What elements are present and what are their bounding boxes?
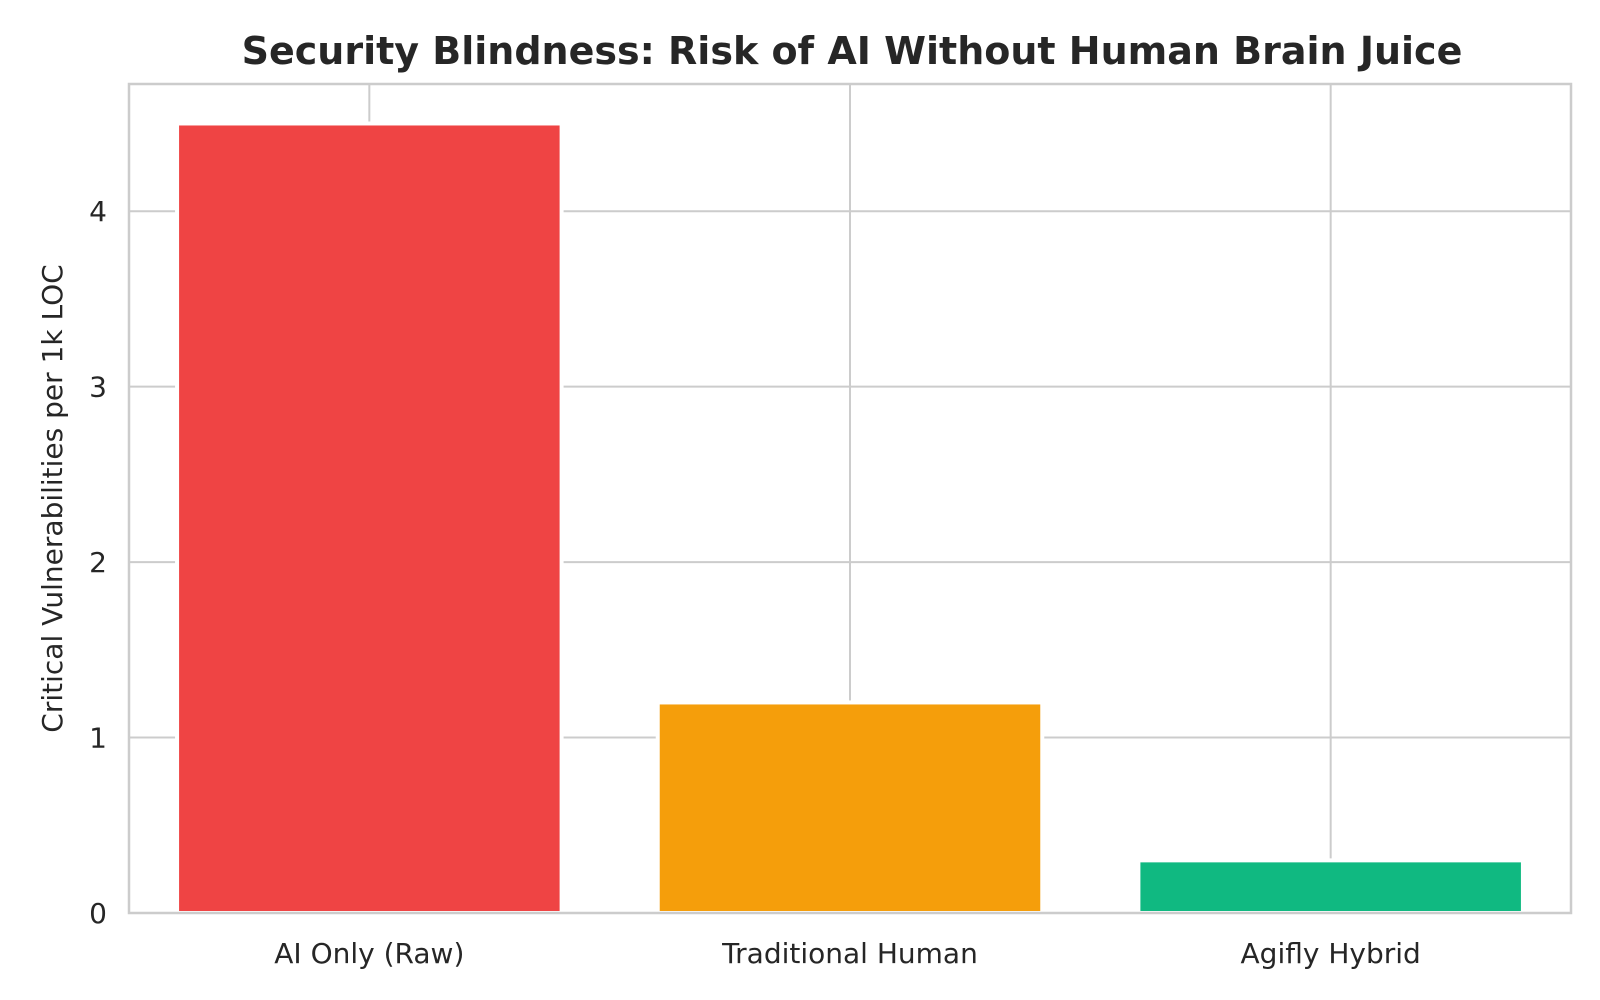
x-tick-label-0: AI Only (Raw) [274,937,464,970]
y-tick-label-2: 2 [89,546,107,579]
y-tick-label-4: 4 [89,195,107,228]
bar-agifly-hybrid [1136,858,1525,915]
x-tick-label-2: Agifly Hybrid [1241,937,1421,970]
bar-traditional-human [655,700,1045,916]
x-tick-label-1: Traditional Human [721,937,978,970]
x-axis-ticks: AI Only (Raw) Traditional Human Agifly Hyb… [274,937,1421,970]
bar-ai-only-raw [175,121,564,915]
y-tick-label-1: 1 [89,722,107,755]
y-tick-label-3: 3 [89,371,107,404]
y-axis-ticks: 0 1 2 3 4 [89,195,107,930]
y-axis-label: Critical Vulnerabilities per 1k LOC [36,264,69,732]
chart-title: Security Blindness: Risk of AI Without H… [242,29,1463,73]
y-tick-label-0: 0 [89,897,107,930]
plot-frame [127,82,1573,915]
